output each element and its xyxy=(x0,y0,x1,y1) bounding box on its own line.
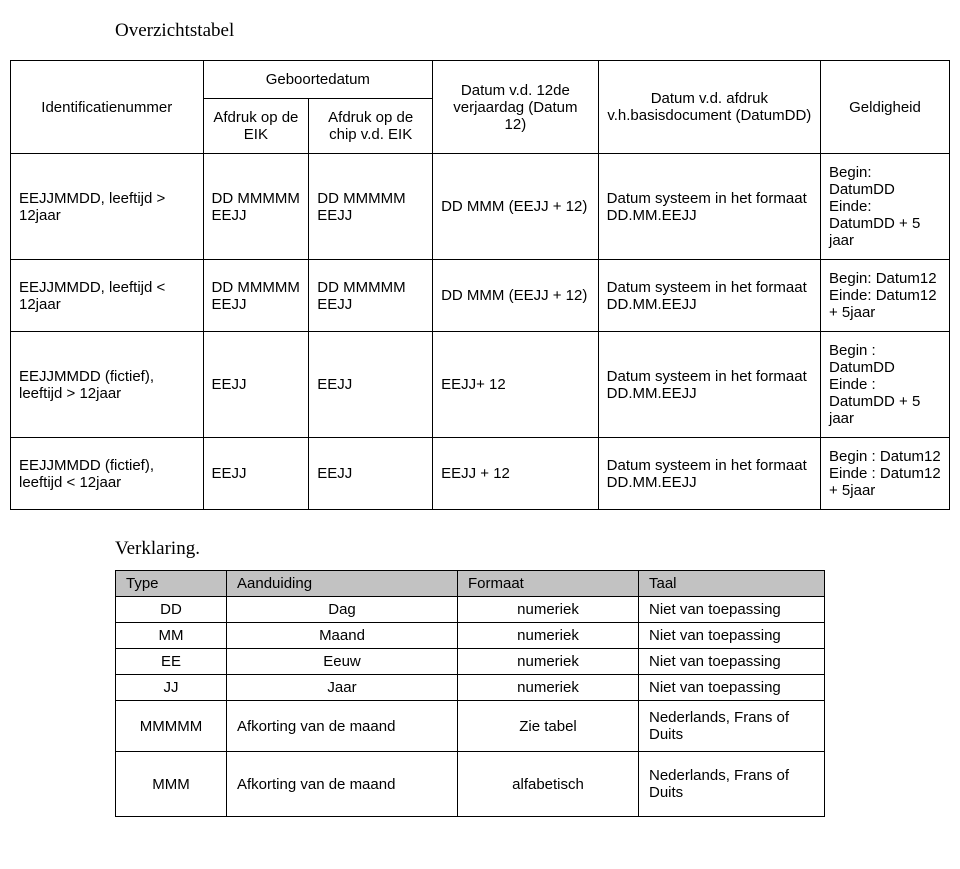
vheader-type: Type xyxy=(116,571,227,597)
header-afdruk-chip: Afdruk op de chip v.d. EIK xyxy=(309,99,433,154)
cell-type: MMMMM xyxy=(116,701,227,752)
header-geldigheid: Geldigheid xyxy=(821,61,950,154)
cell-geld: Begin : DatumDD Einde : DatumDD + 5 jaar xyxy=(821,332,950,438)
table-row: EE Eeuw numeriek Niet van toepassing xyxy=(116,649,825,675)
page-title: Overzichtstabel xyxy=(115,20,960,42)
header-datum12: Datum v.d. 12de verjaardag (Datum 12) xyxy=(433,61,599,154)
cell-ident: EEJJMMDD, leeftijd < 12jaar xyxy=(11,260,204,332)
cell-basis: Datum systeem in het formaat DD.MM.EEJJ xyxy=(598,260,820,332)
cell-d12: DD MMM (EEJJ + 12) xyxy=(433,154,599,260)
cell-d12: EEJJ+ 12 xyxy=(433,332,599,438)
table-row: EEJJMMDD, leeftijd > 12jaar DD MMMMM EEJ… xyxy=(11,154,950,260)
cell-ident: EEJJMMDD (fictief), leeftijd < 12jaar xyxy=(11,438,204,510)
table-row: EEJJMMDD (fictief), leeftijd < 12jaar EE… xyxy=(11,438,950,510)
cell-taal: Nederlands, Frans of Duits xyxy=(639,752,825,817)
cell-type: DD xyxy=(116,597,227,623)
cell-eik: EEJJ xyxy=(203,438,309,510)
cell-formaat: numeriek xyxy=(458,649,639,675)
header-ident: Identificatienummer xyxy=(11,61,204,154)
cell-formaat: numeriek xyxy=(458,675,639,701)
cell-chip: EEJJ xyxy=(309,332,433,438)
cell-type: EE xyxy=(116,649,227,675)
verklaring-title: Verklaring. xyxy=(115,538,960,560)
cell-taal: Niet van toepassing xyxy=(639,675,825,701)
cell-aand: Afkorting van de maand xyxy=(227,752,458,817)
cell-geld: Begin: DatumDD Einde: DatumDD + 5 jaar xyxy=(821,154,950,260)
cell-basis: Datum systeem in het formaat DD.MM.EEJJ xyxy=(598,438,820,510)
cell-type: MMM xyxy=(116,752,227,817)
cell-formaat: numeriek xyxy=(458,597,639,623)
cell-chip: DD MMMMM EEJJ xyxy=(309,154,433,260)
cell-eik: EEJJ xyxy=(203,332,309,438)
cell-d12: EEJJ + 12 xyxy=(433,438,599,510)
cell-aand: Eeuw xyxy=(227,649,458,675)
table-row: MMMMM Afkorting van de maand Zie tabel N… xyxy=(116,701,825,752)
cell-taal: Niet van toepassing xyxy=(639,623,825,649)
cell-taal: Niet van toepassing xyxy=(639,649,825,675)
cell-formaat: alfabetisch xyxy=(458,752,639,817)
cell-chip: EEJJ xyxy=(309,438,433,510)
table-row: JJ Jaar numeriek Niet van toepassing xyxy=(116,675,825,701)
header-afdruk-eik: Afdruk op de EIK xyxy=(203,99,309,154)
cell-aand: Maand xyxy=(227,623,458,649)
cell-aand: Afkorting van de maand xyxy=(227,701,458,752)
cell-taal: Nederlands, Frans of Duits xyxy=(639,701,825,752)
cell-d12: DD MMM (EEJJ + 12) xyxy=(433,260,599,332)
cell-eik: DD MMMMM EEJJ xyxy=(203,154,309,260)
table-row: MM Maand numeriek Niet van toepassing xyxy=(116,623,825,649)
table-row: MMM Afkorting van de maand alfabetisch N… xyxy=(116,752,825,817)
cell-geld: Begin: Datum12 Einde: Datum12 + 5jaar xyxy=(821,260,950,332)
cell-taal: Niet van toepassing xyxy=(639,597,825,623)
cell-ident: EEJJMMDD, leeftijd > 12jaar xyxy=(11,154,204,260)
cell-ident: EEJJMMDD (fictief), leeftijd > 12jaar xyxy=(11,332,204,438)
table-row: DD Dag numeriek Niet van toepassing xyxy=(116,597,825,623)
cell-eik: DD MMMMM EEJJ xyxy=(203,260,309,332)
vheader-aanduiding: Aanduiding xyxy=(227,571,458,597)
table-row: EEJJMMDD (fictief), leeftijd > 12jaar EE… xyxy=(11,332,950,438)
cell-geld: Begin : Datum12 Einde : Datum12 + 5jaar xyxy=(821,438,950,510)
cell-type: MM xyxy=(116,623,227,649)
table-row: EEJJMMDD, leeftijd < 12jaar DD MMMMM EEJ… xyxy=(11,260,950,332)
header-afdruk-basis: Datum v.d. afdruk v.h.basisdocument (Dat… xyxy=(598,61,820,154)
header-geboortedatum: Geboortedatum xyxy=(203,61,433,99)
cell-formaat: numeriek xyxy=(458,623,639,649)
vheader-formaat: Formaat xyxy=(458,571,639,597)
cell-formaat: Zie tabel xyxy=(458,701,639,752)
cell-aand: Jaar xyxy=(227,675,458,701)
cell-type: JJ xyxy=(116,675,227,701)
vheader-taal: Taal xyxy=(639,571,825,597)
verklaring-table: Type Aanduiding Formaat Taal DD Dag nume… xyxy=(115,570,825,817)
cell-aand: Dag xyxy=(227,597,458,623)
main-table: Identificatienummer Geboortedatum Datum … xyxy=(10,60,950,510)
cell-basis: Datum systeem in het formaat DD.MM.EEJJ xyxy=(598,332,820,438)
cell-basis: Datum systeem in het formaat DD.MM.EEJJ xyxy=(598,154,820,260)
cell-chip: DD MMMMM EEJJ xyxy=(309,260,433,332)
